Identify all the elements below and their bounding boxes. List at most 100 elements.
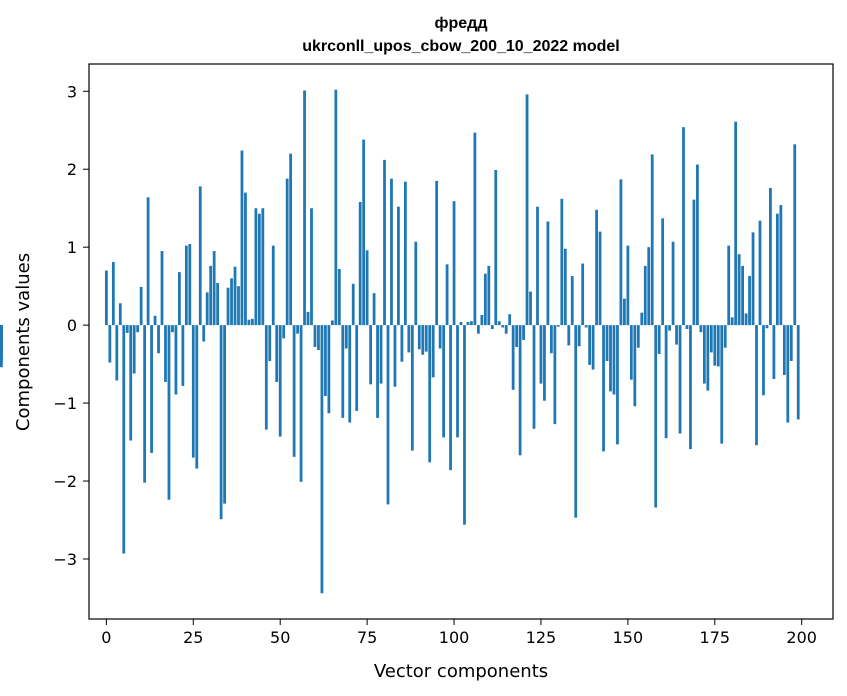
bar-75 [365,250,369,326]
bar-189 [762,325,765,396]
bar-147 [616,325,619,445]
bar-104 [466,322,470,326]
bar-52 [285,178,289,326]
bar-19 [171,325,174,333]
bar-7 [129,325,133,441]
bar-137 [581,263,585,326]
bar-148 [619,179,623,326]
bar-67 [337,269,341,326]
bar-119 [518,325,522,456]
bar-10 [139,286,143,326]
bar-80 [383,159,386,326]
bar-169 [692,199,696,326]
bar-103 [463,325,466,525]
x-tick-label: 0 [101,628,111,647]
bar-60 [313,325,317,347]
bar-116 [508,314,512,326]
bar-193 [775,213,779,326]
y-tick-label: 0 [67,316,77,335]
bar-85 [400,325,404,362]
bar-146 [612,325,616,395]
bar-70 [348,325,352,423]
bar-164 [675,325,678,345]
bar-74 [362,139,366,326]
bar-2 [111,261,115,326]
bar-123 [532,325,536,429]
bar-16 [160,251,164,326]
bar-130 [556,325,560,327]
bar-0 [104,270,108,326]
bar-176 [716,325,720,367]
bar-162 [668,325,671,331]
bar-94 [431,325,435,378]
bar-180 [730,317,734,326]
plot-frame [88,63,834,620]
bar-133 [567,325,571,346]
bar-186 [751,232,755,326]
bar-17 [164,325,167,383]
bar-22 [181,325,185,386]
bar-158 [654,325,658,508]
bar-59 [310,208,313,326]
bar-3 [115,325,119,381]
bar-106 [473,132,477,326]
bar-55 [296,325,299,334]
bar-87 [407,325,411,353]
x-tick-label: 100 [439,628,470,647]
bar-160 [661,218,665,326]
bar-73 [358,201,362,326]
bar-63 [324,325,327,397]
bar-155 [643,265,647,326]
bar-26 [195,325,199,469]
bar-150 [626,245,630,326]
bar-109 [483,273,487,326]
bar-99 [449,325,452,471]
bar-5 [122,325,126,554]
bar-153 [636,325,640,348]
bar-95 [435,180,439,326]
bar-161 [664,325,668,439]
bar-191 [769,187,772,326]
bar-4 [118,303,122,326]
bar-11 [143,325,147,483]
bar-90 [417,325,421,350]
bar-194 [779,205,783,326]
bar-152 [633,325,637,407]
bar-54 [292,325,296,457]
bar-126 [543,325,546,401]
bar-101 [456,325,459,438]
bar-156 [647,247,651,326]
bar-190 [765,325,769,329]
bar-140 [591,325,595,370]
bar-136 [577,325,581,347]
bar-68 [341,325,345,418]
bar-49 [275,325,279,383]
x-tick-label: 25 [183,628,203,647]
bar-27 [198,186,202,326]
bar-132 [563,248,567,326]
bar-167 [685,325,689,330]
bar-105 [470,321,473,326]
bar-138 [584,325,588,328]
bar-15 [157,325,160,354]
bar-38 [237,286,240,326]
bar-179 [727,245,731,326]
bar-151 [629,325,633,380]
bar-157 [650,154,654,326]
bar-120 [522,325,525,340]
bar-29 [205,292,209,326]
bar-83 [393,325,397,387]
bar-43 [254,208,258,326]
bar-165 [678,325,682,434]
bar-134 [570,276,574,326]
bar-111 [490,325,494,330]
bar-41 [247,319,251,326]
bar-89 [414,241,418,326]
bar-112 [494,170,498,326]
bar-65 [330,320,334,326]
bar-47 [268,325,272,361]
y-tick-label: 2 [67,160,77,179]
bar-145 [609,325,612,392]
bar-84 [397,206,400,326]
bar-18 [167,325,171,500]
